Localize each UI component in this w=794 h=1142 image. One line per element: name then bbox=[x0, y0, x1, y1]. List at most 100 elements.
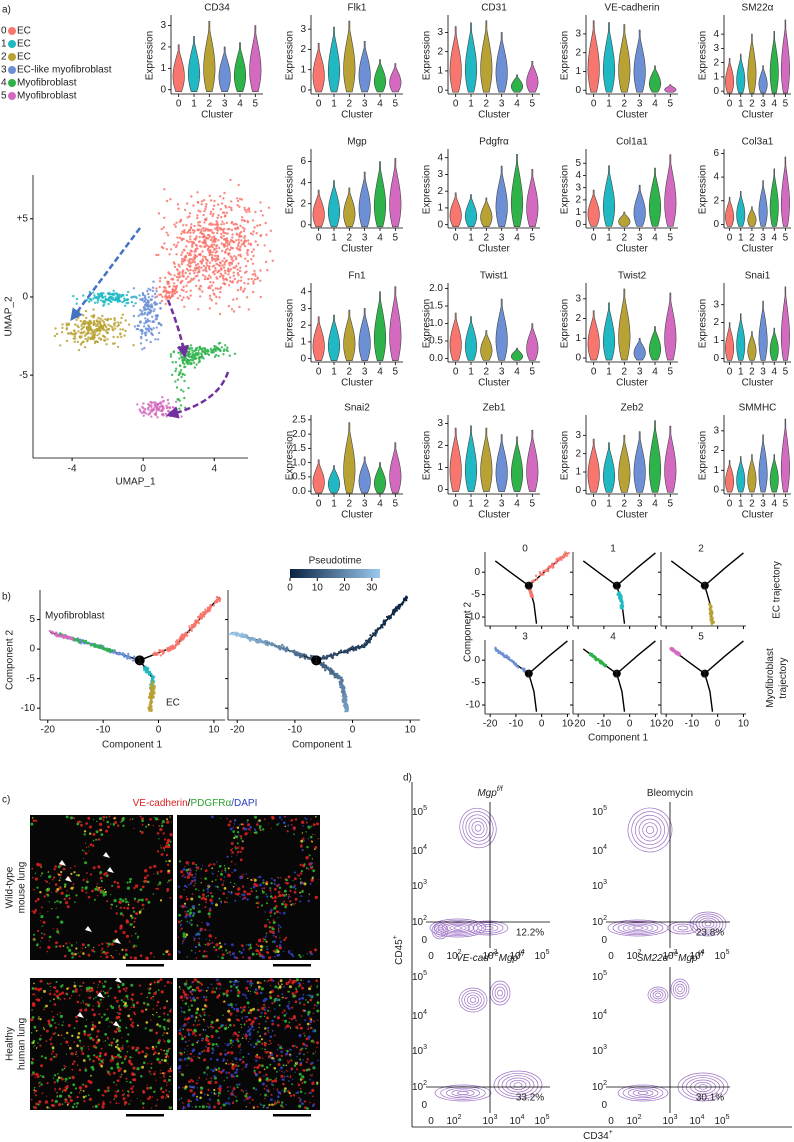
x-tick-label: 4 bbox=[652, 99, 658, 110]
stain-spot bbox=[74, 953, 77, 956]
cell-point bbox=[203, 218, 207, 221]
stain-spot bbox=[92, 1021, 94, 1024]
scale-bar bbox=[273, 964, 311, 967]
stain-spot bbox=[43, 895, 46, 898]
stain-spot bbox=[85, 891, 88, 894]
cell-point bbox=[188, 347, 192, 350]
x-tick-label: -10 bbox=[597, 719, 612, 730]
cell-point bbox=[184, 258, 187, 262]
cell-point bbox=[167, 294, 171, 298]
stain-spot bbox=[153, 1051, 157, 1055]
cell-point bbox=[173, 282, 176, 285]
stain-spot bbox=[56, 930, 60, 934]
cell-point bbox=[153, 684, 156, 688]
gene-title: Pdgfrα bbox=[479, 137, 509, 148]
stain-spot bbox=[311, 840, 313, 843]
cell-point bbox=[515, 664, 518, 667]
cell-point bbox=[322, 657, 325, 660]
cell-point bbox=[138, 294, 141, 297]
cell-point bbox=[212, 257, 216, 261]
stain-spot bbox=[273, 932, 276, 934]
branch-node-label: 1 bbox=[313, 655, 319, 666]
stain-spot bbox=[261, 955, 265, 959]
violin bbox=[233, 42, 247, 92]
cell-point bbox=[165, 231, 168, 234]
stain-spot bbox=[163, 1006, 167, 1010]
cell-point bbox=[189, 231, 192, 234]
stain-spot bbox=[43, 933, 46, 936]
cell-point bbox=[119, 328, 122, 331]
cell-point bbox=[273, 643, 276, 646]
stain-spot bbox=[240, 951, 244, 955]
x-tick-label: 4 bbox=[652, 367, 658, 378]
cell-point bbox=[343, 686, 346, 690]
stain-spot bbox=[207, 895, 209, 897]
x-tick-label: 3 bbox=[637, 233, 643, 244]
stain-spot bbox=[86, 872, 88, 874]
cell-point bbox=[157, 212, 161, 215]
stain-spot bbox=[236, 956, 239, 960]
cell-point bbox=[405, 595, 408, 598]
stain-spot bbox=[243, 896, 247, 900]
cell-point bbox=[200, 200, 204, 203]
cell-point bbox=[219, 195, 222, 198]
cell-point bbox=[99, 317, 102, 320]
stain-spot bbox=[73, 817, 75, 819]
stain-spot bbox=[255, 823, 259, 826]
tree-branch bbox=[616, 640, 656, 675]
violin bbox=[664, 425, 677, 493]
cell-point bbox=[178, 407, 181, 410]
cell-point bbox=[61, 326, 64, 330]
colorbar-tick-label: 10 bbox=[312, 583, 324, 594]
stain-spot bbox=[34, 872, 37, 875]
stain-spot bbox=[281, 819, 283, 821]
cell-point bbox=[203, 348, 207, 351]
cell-point bbox=[540, 573, 544, 576]
cell-point bbox=[197, 308, 200, 311]
stain-spot bbox=[48, 935, 52, 939]
violin bbox=[664, 154, 677, 227]
x-tick-label: 10 bbox=[405, 725, 417, 736]
stain-spot bbox=[48, 875, 51, 879]
stain-spot bbox=[54, 901, 56, 904]
stain-spot bbox=[288, 894, 290, 896]
cell-point bbox=[180, 232, 183, 235]
stain-spot bbox=[266, 902, 268, 905]
cell-point bbox=[199, 252, 202, 256]
stain-spot bbox=[140, 898, 144, 902]
stain-spot bbox=[164, 844, 169, 849]
stain-spot bbox=[305, 831, 307, 833]
cell-point bbox=[206, 258, 209, 262]
cell-point bbox=[107, 323, 110, 326]
violin bbox=[664, 84, 677, 93]
cell-point bbox=[198, 358, 201, 362]
x-tick-label: 1 bbox=[606, 99, 612, 110]
stain-spot bbox=[48, 882, 51, 885]
cell-point bbox=[219, 286, 223, 289]
stain-spot bbox=[227, 823, 231, 827]
stain-spot bbox=[60, 891, 64, 895]
stain-spot bbox=[184, 866, 186, 868]
stain-spot bbox=[198, 937, 201, 940]
x-tick-label: 3 bbox=[637, 367, 643, 378]
cell-point bbox=[205, 203, 208, 206]
cell-point bbox=[102, 648, 106, 651]
cell-point bbox=[221, 259, 224, 263]
stain-spot bbox=[275, 937, 277, 939]
cell-point bbox=[222, 266, 226, 269]
stain-spot bbox=[163, 849, 166, 851]
cell-point bbox=[239, 224, 242, 228]
cell-point bbox=[151, 289, 155, 293]
stain-spot bbox=[167, 882, 169, 883]
cell-point bbox=[117, 321, 120, 324]
stain-spot bbox=[299, 878, 302, 880]
cell-point bbox=[346, 705, 349, 708]
y-tick-label: 0 bbox=[575, 353, 581, 364]
stain-spot bbox=[287, 875, 291, 879]
cell-point bbox=[373, 632, 376, 636]
x-tick-label: 3 bbox=[499, 99, 505, 110]
legend-label: EC-like myofibroblast bbox=[17, 65, 112, 76]
stain-spot bbox=[302, 955, 304, 957]
y-tick-label: 0 bbox=[474, 655, 480, 666]
cell-point bbox=[151, 306, 154, 309]
